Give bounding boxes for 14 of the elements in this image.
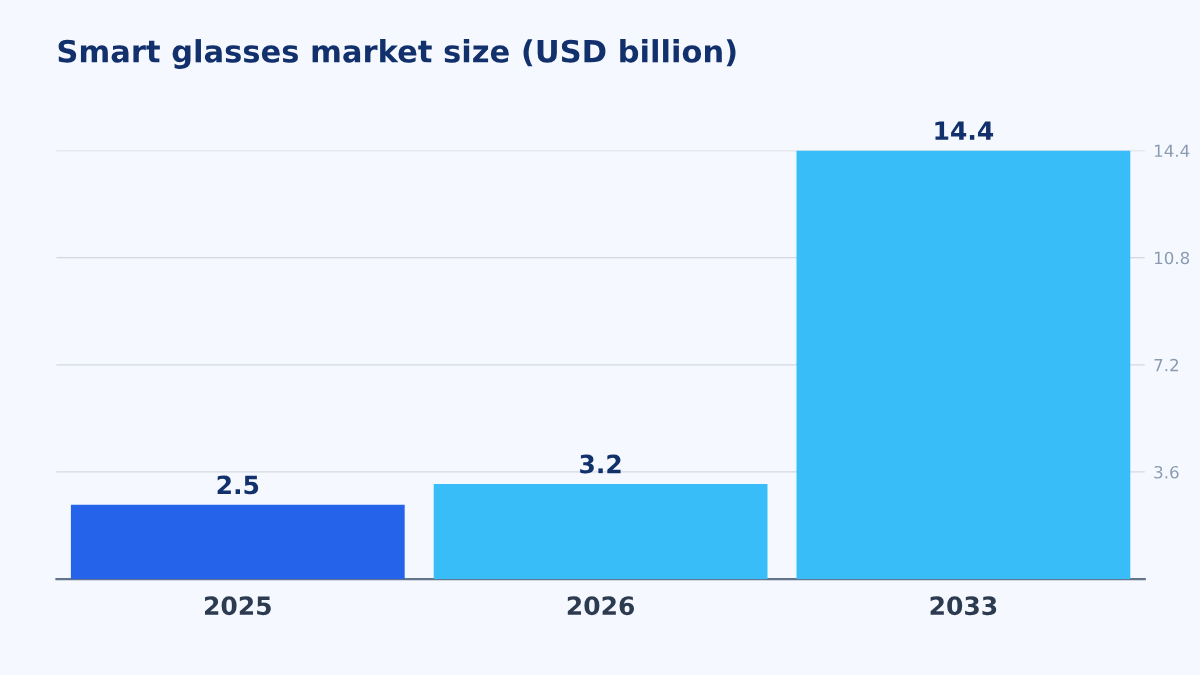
bar xyxy=(433,483,768,580)
data-label: 14.4 xyxy=(935,121,994,140)
y-tick-label: 10.8 xyxy=(1154,251,1190,265)
bar xyxy=(796,150,1131,580)
y-tick-label: 3.6 xyxy=(1154,465,1179,479)
chart-title: Smart glasses market size (USD billion) xyxy=(58,39,736,69)
x-tick-label: 2026 xyxy=(567,596,635,616)
x-tick-label: 2025 xyxy=(204,596,271,616)
y-tick-label: 14.4 xyxy=(1154,144,1190,157)
y-tick-label: 7.2 xyxy=(1154,358,1178,372)
x-tick-label: 2033 xyxy=(930,596,997,616)
data-label: 3.2 xyxy=(580,454,621,474)
bar xyxy=(70,504,405,580)
data-label: 2.5 xyxy=(217,475,259,495)
